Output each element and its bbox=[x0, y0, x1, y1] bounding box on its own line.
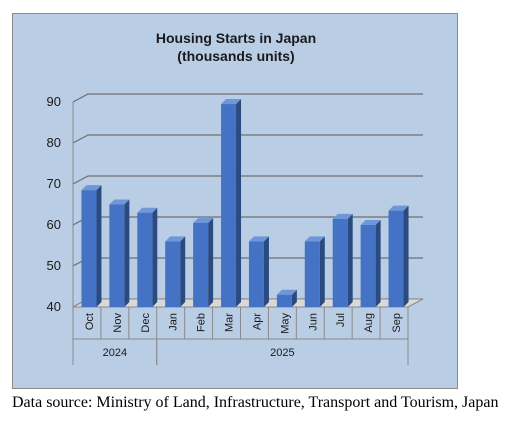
bar-front bbox=[137, 212, 153, 307]
bar-top bbox=[276, 289, 297, 295]
chart-plot: Housing Starts in Japan (thousands units… bbox=[47, 30, 424, 365]
x-tick-label: Oct bbox=[84, 313, 96, 330]
bar-front bbox=[81, 190, 97, 307]
bar-oct bbox=[81, 185, 102, 307]
bar-top bbox=[109, 199, 130, 205]
x-tick-label: Jun bbox=[307, 313, 319, 331]
bar-top bbox=[221, 99, 242, 105]
bar-sep bbox=[388, 205, 409, 307]
bar-side bbox=[124, 199, 130, 307]
bar-side bbox=[96, 185, 102, 307]
x-tick-label: Dec bbox=[140, 313, 152, 333]
x-tick-label: Jan bbox=[168, 313, 180, 331]
bar-top bbox=[332, 213, 353, 219]
bar-front bbox=[276, 294, 292, 307]
bar-front bbox=[332, 218, 348, 307]
bar-side bbox=[291, 289, 297, 307]
x-tick-label: May bbox=[279, 313, 291, 334]
y-tick-label: 80 bbox=[47, 135, 61, 150]
bar-top bbox=[360, 220, 381, 225]
bar-side bbox=[347, 213, 353, 307]
bar-feb bbox=[193, 217, 214, 307]
bar-top bbox=[137, 207, 158, 213]
bar-side bbox=[403, 205, 409, 307]
bar-jan bbox=[165, 236, 186, 307]
x-tick-label: Mar bbox=[224, 313, 236, 332]
bar-front bbox=[360, 225, 376, 307]
bar-side bbox=[208, 217, 214, 307]
bar-side bbox=[236, 99, 242, 307]
bar-side bbox=[375, 220, 381, 307]
bar-top bbox=[193, 217, 214, 223]
data-source-note: Data source: Ministry of Land, Infrastru… bbox=[12, 394, 499, 411]
bar-dec bbox=[137, 207, 158, 307]
bar-top bbox=[388, 205, 409, 211]
bar-front bbox=[193, 222, 209, 307]
bar-jun bbox=[304, 236, 325, 307]
bar-side bbox=[180, 236, 186, 307]
bar-mar bbox=[221, 99, 242, 307]
gridline bbox=[72, 175, 423, 185]
y-tick-label: 70 bbox=[47, 176, 61, 191]
bar-apr bbox=[248, 236, 269, 307]
bar-top bbox=[165, 236, 186, 242]
bar-front bbox=[109, 204, 125, 307]
bar-front bbox=[248, 241, 264, 307]
x-tick-label: Apr bbox=[251, 313, 263, 330]
bar-front bbox=[221, 104, 237, 307]
y-tick-label: 90 bbox=[47, 94, 61, 109]
y-tick-label: 50 bbox=[47, 258, 61, 273]
bar-side bbox=[263, 236, 269, 307]
chart-title: Housing Starts in Japan bbox=[156, 30, 316, 46]
group-label-2024: 2024 bbox=[103, 347, 127, 359]
bar-top bbox=[81, 185, 102, 191]
bar-front bbox=[165, 241, 181, 307]
x-tick-label: Feb bbox=[196, 313, 208, 332]
x-tick-label: Sep bbox=[391, 313, 403, 333]
chart-subtitle: (thousands units) bbox=[177, 48, 294, 64]
gridline bbox=[72, 134, 423, 144]
bar-top bbox=[304, 236, 325, 242]
x-tick-label: Nov bbox=[112, 313, 124, 333]
y-tick-label: 60 bbox=[47, 217, 61, 232]
bar-front bbox=[388, 210, 404, 307]
group-label-2025: 2025 bbox=[270, 347, 294, 359]
gridline bbox=[72, 93, 423, 103]
x-tick-label: Aug bbox=[363, 313, 375, 333]
bar-top bbox=[248, 236, 269, 242]
bar-aug bbox=[360, 220, 381, 307]
bar-front bbox=[304, 241, 320, 307]
chart-frame: Housing Starts in Japan (thousands units… bbox=[12, 13, 458, 389]
bar-nov bbox=[109, 199, 130, 307]
x-tick-label: Jul bbox=[335, 313, 347, 327]
bar-may bbox=[276, 289, 297, 307]
bar-jul bbox=[332, 213, 353, 307]
y-tick-label: 40 bbox=[47, 299, 61, 314]
bar-side bbox=[152, 207, 158, 307]
bar-side bbox=[319, 236, 325, 307]
